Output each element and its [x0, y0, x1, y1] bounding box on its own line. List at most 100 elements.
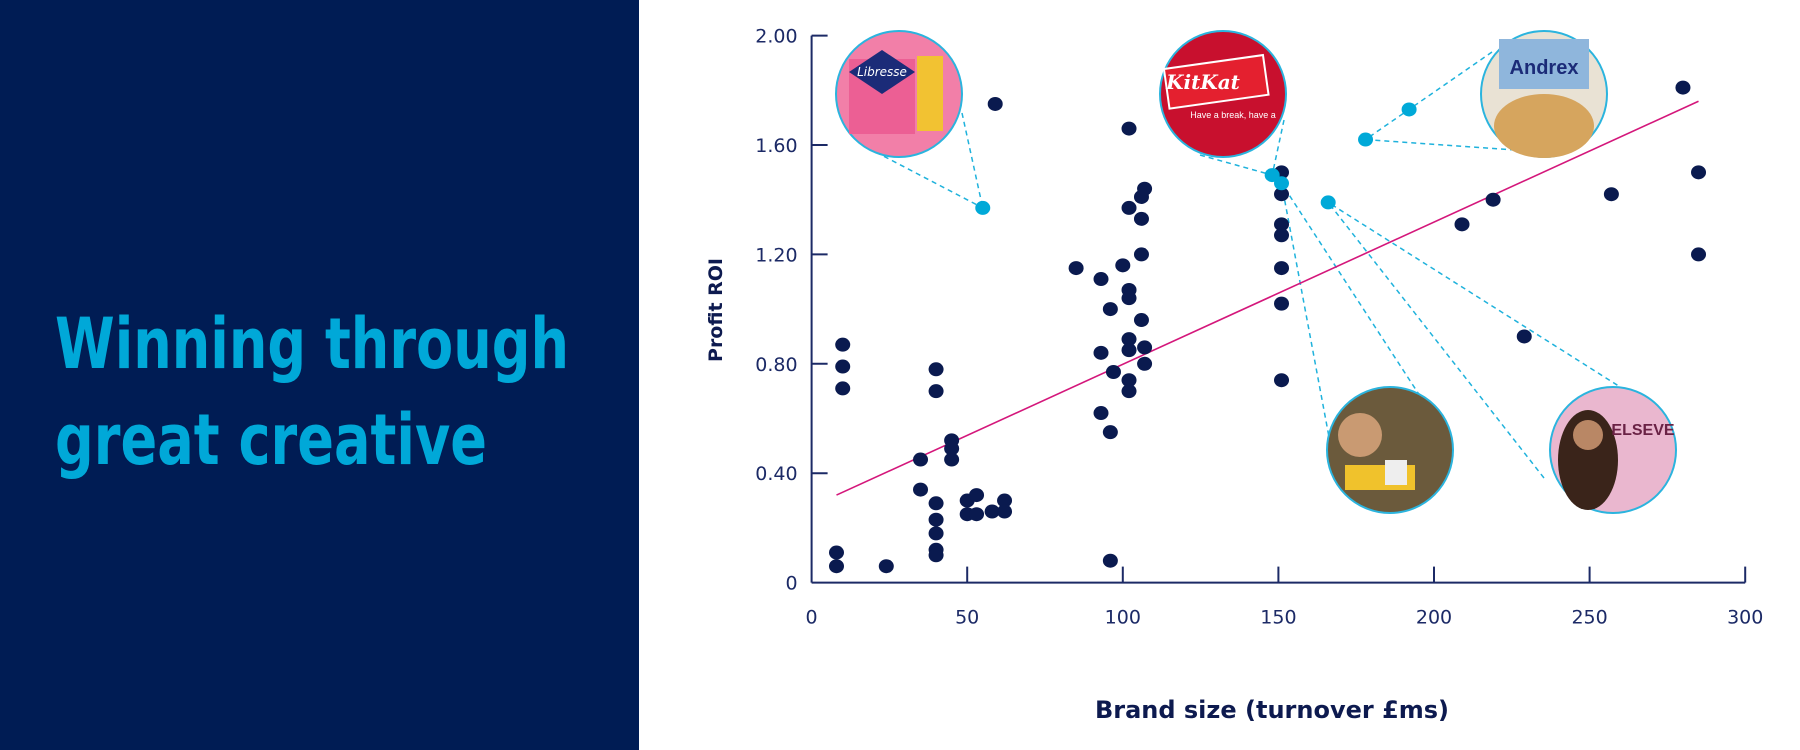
data-point	[1133, 211, 1149, 226]
data-point	[1105, 365, 1121, 380]
data-point	[835, 359, 851, 374]
data-point	[1121, 291, 1137, 306]
y-tick-label: 1.20	[755, 244, 797, 266]
data-point	[1274, 296, 1290, 311]
data-point	[1274, 228, 1290, 243]
data-point	[1102, 553, 1118, 568]
logo-diamond	[849, 50, 915, 94]
axes: 0 0.40 0.80 1.20 1.60 2.00 0 50 100 150 200 250 300	[755, 26, 1763, 629]
andrex-logo: Andrex	[1510, 57, 1579, 79]
data-point	[1102, 425, 1118, 440]
data-point	[997, 493, 1013, 508]
trendline	[836, 100, 1699, 496]
kitkat-caption: Have a break, have a	[1190, 110, 1276, 120]
data-point	[913, 452, 929, 467]
data-point	[835, 337, 851, 352]
callout-leader-line	[1327, 201, 1545, 479]
data-point	[1516, 329, 1532, 344]
data-point	[928, 548, 944, 563]
callout-leader-line	[961, 112, 984, 209]
callout-leader-line	[1365, 51, 1493, 141]
data-point	[1137, 340, 1153, 355]
data-point	[1102, 302, 1118, 317]
data-point	[1137, 356, 1153, 371]
data-point	[944, 452, 960, 467]
y-tick-label: 0.40	[755, 463, 797, 485]
highlighted-point	[1358, 132, 1374, 147]
data-point	[1068, 261, 1084, 276]
data-point	[1691, 247, 1707, 262]
kitkat-bar	[1162, 53, 1270, 110]
pack-side	[917, 56, 943, 131]
title-line-2: great creative	[55, 399, 487, 481]
data-point	[928, 362, 944, 377]
data-point	[928, 526, 944, 541]
data-point	[1274, 373, 1290, 388]
callout-thumbnails: Libresse KitKat Have a break, have a Andrex…	[835, 30, 1677, 514]
callout-leader-line	[1271, 119, 1285, 176]
callout-leader-line	[1199, 154, 1273, 176]
data-point	[1115, 258, 1131, 273]
data-point	[984, 504, 1000, 519]
pack	[1499, 39, 1589, 89]
data-point	[969, 488, 985, 503]
x-tick-label: 250	[1571, 607, 1607, 629]
callout-andrex: Andrex	[1480, 30, 1608, 158]
data-point	[1274, 187, 1290, 202]
callout-leader-line	[1365, 138, 1516, 151]
callout-elseve: ELSEVE	[1549, 386, 1677, 514]
data-point	[1121, 121, 1137, 136]
data-point	[835, 381, 851, 396]
y-axis-title: Profit ROI	[705, 258, 727, 362]
data-point	[913, 482, 929, 497]
data-point	[1121, 343, 1137, 358]
data-point	[1133, 247, 1149, 262]
highlighted-point	[1401, 102, 1417, 117]
highlighted-point	[1264, 168, 1280, 183]
callout-leader-line	[1280, 182, 1421, 397]
x-tick-label: 200	[1416, 607, 1452, 629]
data-point	[928, 384, 944, 399]
data-point	[987, 96, 1003, 111]
data-point	[828, 559, 844, 574]
kitkat-logo: KitKat	[1165, 70, 1241, 94]
y-tick-label: 0.80	[755, 354, 797, 376]
x-tick-label: 300	[1727, 607, 1763, 629]
data-point	[1133, 313, 1149, 328]
data-point	[1691, 165, 1707, 180]
data-point	[1121, 384, 1137, 399]
data-point	[1603, 187, 1619, 202]
data-point	[928, 512, 944, 527]
x-tick-label: 0	[806, 607, 818, 629]
y-tick-label: 0	[786, 573, 798, 595]
data-point	[944, 441, 960, 456]
callout-kitkat: KitKat Have a break, have a	[1159, 30, 1287, 158]
x-axis-title: Brand size (turnover £ms)	[1095, 696, 1449, 724]
libresse-logo: Libresse	[857, 65, 907, 79]
puppy	[1494, 94, 1594, 158]
highlighted-point	[1320, 195, 1336, 210]
face	[1573, 420, 1603, 450]
data-point	[928, 496, 944, 511]
x-tick-label: 100	[1105, 607, 1141, 629]
data-point	[1093, 272, 1109, 287]
x-tick-label: 50	[955, 607, 979, 629]
data-point	[1121, 373, 1137, 388]
highlighted-point	[975, 200, 991, 215]
data-point	[997, 504, 1013, 519]
data-point	[1675, 80, 1691, 95]
data-point	[1274, 217, 1290, 232]
callout-leader-line	[867, 147, 984, 209]
data-point	[828, 545, 844, 560]
data-point	[1121, 332, 1137, 347]
data-point	[1454, 217, 1470, 232]
highlighted-point	[1274, 176, 1290, 191]
data-point	[1274, 261, 1290, 276]
callout-libresse: Libresse	[835, 30, 963, 158]
callout-ad-still	[1326, 386, 1454, 514]
data-point	[1093, 406, 1109, 421]
x-tick-label: 150	[1260, 607, 1296, 629]
data-points	[828, 80, 1707, 574]
face	[1338, 413, 1382, 457]
